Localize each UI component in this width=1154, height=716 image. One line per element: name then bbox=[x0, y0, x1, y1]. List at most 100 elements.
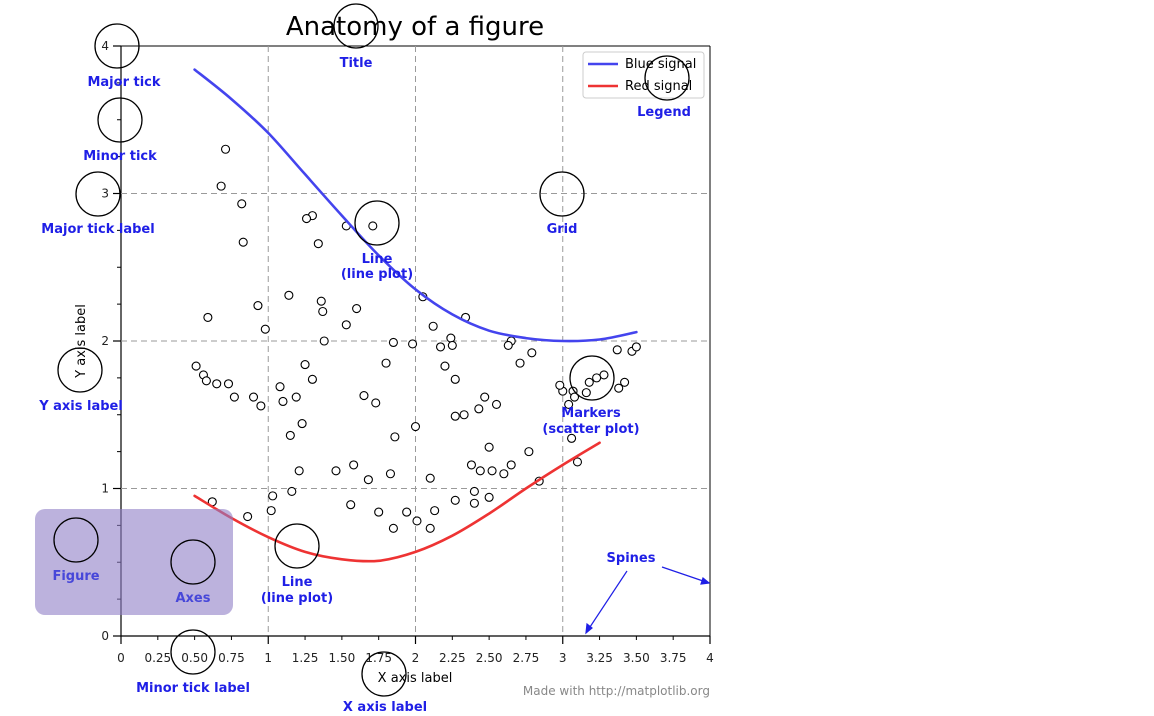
scatter-point bbox=[474, 404, 484, 414]
x-major-tick-label: 4 bbox=[706, 651, 714, 665]
scatter-point bbox=[374, 507, 384, 517]
annotation-circle-y-label bbox=[57, 347, 103, 393]
annotation-major-tick-label: Major tick label bbox=[41, 222, 154, 237]
scatter-point bbox=[300, 360, 310, 370]
scatter-point bbox=[363, 475, 373, 485]
annotation-minor-tick: Minor tick bbox=[83, 149, 157, 164]
scatter-point bbox=[475, 466, 485, 476]
scatter-point bbox=[450, 411, 460, 421]
scatter-point bbox=[275, 382, 285, 392]
x-major-tick-label: 0 bbox=[117, 651, 125, 665]
x-minor-tick-label: 1.75 bbox=[365, 651, 392, 665]
scatter-point bbox=[408, 339, 418, 349]
annotation-circle-markers bbox=[569, 355, 615, 401]
scatter-point bbox=[450, 495, 460, 505]
legend-label-red: Red signal bbox=[625, 79, 692, 94]
x-minor-tick-label: 0.75 bbox=[218, 651, 245, 665]
scatter-point bbox=[446, 333, 456, 343]
annotation-circle-grid bbox=[539, 171, 585, 217]
scatter-point bbox=[191, 361, 201, 371]
series-line-blue bbox=[193, 68, 638, 343]
y-axis-label: Y axis label bbox=[74, 304, 89, 379]
scatter-point bbox=[352, 303, 362, 314]
scatter-point bbox=[201, 376, 211, 386]
annotation-y-axis-label: Y axis label bbox=[38, 399, 123, 414]
scatter-point bbox=[614, 383, 624, 393]
annotation-figure: Figure bbox=[52, 569, 99, 584]
spine-arrow-right-head bbox=[700, 576, 711, 585]
scatter-point bbox=[248, 392, 259, 402]
spine-arrow-bottom bbox=[587, 570, 628, 631]
scatter-point bbox=[349, 460, 359, 470]
scatter-point bbox=[450, 374, 460, 384]
scatter-point bbox=[319, 336, 329, 346]
scatter-point bbox=[469, 486, 479, 497]
annotation-markers-2: (scatter plot) bbox=[542, 422, 639, 437]
scatter-point bbox=[499, 469, 509, 479]
scatter-point bbox=[318, 306, 328, 317]
scatter-point bbox=[484, 442, 494, 452]
scatter-point bbox=[527, 348, 537, 358]
annotation-circle-axes bbox=[170, 539, 216, 585]
scatter-point bbox=[253, 301, 263, 311]
spine-arrow-bottom-head bbox=[585, 622, 593, 635]
scatter-point bbox=[223, 379, 234, 389]
scatter-point bbox=[469, 498, 479, 508]
scatter-point bbox=[216, 181, 226, 191]
scatter-point bbox=[388, 523, 398, 533]
y-major-tick-label: 2 bbox=[101, 334, 109, 348]
scatter-point bbox=[612, 345, 622, 355]
scatter-point bbox=[435, 342, 446, 352]
scatter-point bbox=[316, 296, 326, 306]
x-minor-tick-label: 3.25 bbox=[586, 651, 613, 665]
scatter-point bbox=[410, 421, 421, 432]
scatter-point bbox=[294, 466, 304, 476]
scatter-point bbox=[285, 430, 295, 440]
x-minor-tick-label: 2.75 bbox=[513, 651, 540, 665]
scatter-point bbox=[567, 433, 577, 443]
scatter-point bbox=[484, 492, 494, 502]
scatter-point bbox=[229, 392, 239, 402]
scatter-point bbox=[368, 221, 378, 231]
scatter-point bbox=[388, 337, 398, 348]
scatter-point bbox=[291, 392, 301, 402]
annotation-circle-title bbox=[333, 3, 379, 49]
scatter-point bbox=[390, 432, 400, 442]
scatter-point bbox=[503, 340, 513, 350]
x-minor-tick-label: 1.25 bbox=[292, 651, 319, 665]
scatter-point bbox=[212, 379, 222, 389]
annotation-line-blue-2: (line plot) bbox=[341, 267, 413, 282]
annotation-legend: Legend bbox=[637, 105, 691, 120]
annotation-line-red-1: Line bbox=[282, 575, 313, 590]
x-axis-label: X axis label bbox=[378, 671, 453, 686]
scatter-point bbox=[243, 511, 253, 522]
scatter-point bbox=[620, 377, 630, 387]
annotation-circle-x-label bbox=[361, 651, 407, 697]
scatter-point bbox=[592, 373, 602, 383]
scatter-point bbox=[515, 358, 525, 368]
scatter-point bbox=[287, 486, 297, 497]
x-minor-tick-label: 0.25 bbox=[144, 651, 171, 665]
y-major-tick-label: 3 bbox=[101, 187, 109, 201]
scatter-point bbox=[220, 144, 231, 154]
legend-label-blue: Blue signal bbox=[625, 57, 696, 72]
scatter-point bbox=[238, 237, 248, 247]
scatter-point bbox=[440, 361, 450, 371]
annotation-title: Title bbox=[340, 56, 373, 71]
scatter-point bbox=[278, 396, 288, 407]
annotation-minor-tick-label: Minor tick label bbox=[136, 681, 250, 696]
scatter-point bbox=[581, 388, 591, 398]
annotation-circle-major-tick bbox=[94, 23, 140, 69]
scatter-point bbox=[331, 466, 341, 476]
axis-ticks: 0 1 2 3 4 0.25 0.50 0.75 1.25 1.50 1.75 2.25 2.50 2.7… bbox=[101, 39, 713, 665]
annotation-markers-1: Markers bbox=[561, 406, 621, 421]
annotation-spines: Spines bbox=[607, 551, 656, 566]
figure-axes-highlight bbox=[35, 509, 233, 615]
series-line-red bbox=[193, 441, 601, 563]
annotation-major-tick: Major tick bbox=[87, 75, 160, 90]
x-minor-tick-label: 2.50 bbox=[476, 651, 503, 665]
scatter-point bbox=[466, 460, 477, 470]
scatter-point bbox=[256, 401, 266, 411]
scatter-point bbox=[425, 473, 435, 483]
